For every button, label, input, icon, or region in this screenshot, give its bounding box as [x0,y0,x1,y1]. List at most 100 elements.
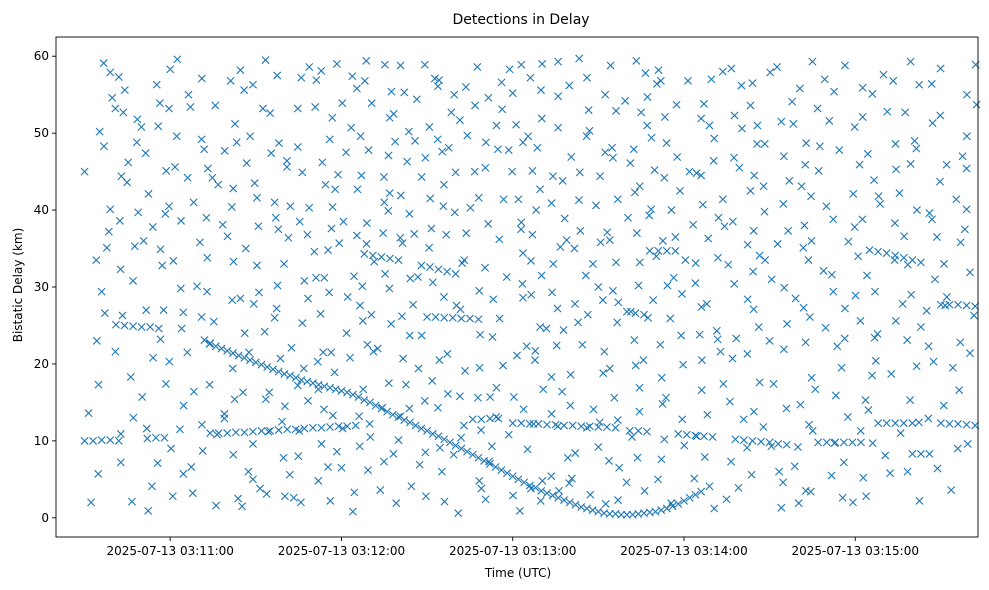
data-point [697,114,706,123]
data-point [111,104,120,113]
data-point [188,489,197,498]
data-point [394,413,403,421]
data-point [380,60,389,69]
data-point [722,495,731,504]
data-point [542,489,551,498]
data-point [759,423,768,431]
data-point [775,467,784,476]
data-point [208,173,217,182]
data-point [689,220,698,229]
data-point [663,281,672,290]
data-point [508,472,517,481]
data-point [692,169,701,178]
data-point [166,65,175,74]
data-point [754,323,763,331]
data-point [142,306,151,315]
data-point [389,449,398,458]
data-point [313,357,322,366]
data-point [644,313,653,322]
data-point [925,209,934,218]
data-point [462,229,471,238]
data-point [405,404,414,413]
data-point [536,323,545,331]
data-point [94,469,103,478]
data-point [571,449,580,458]
data-point [228,349,237,358]
data-point [612,106,621,115]
data-point [755,378,764,387]
data-point [554,123,563,132]
data-point [388,410,397,419]
data-point [639,356,648,365]
data-point [873,329,882,338]
data-point [615,463,624,472]
data-point [601,90,610,99]
data-point [448,313,457,322]
y-tick-label: 60 [34,49,49,63]
data-point [179,308,188,317]
data-point [848,498,857,507]
data-point [637,108,646,117]
data-point [497,466,506,475]
data-point [966,349,974,358]
data-point [882,419,891,428]
data-point [827,270,836,279]
data-point [948,363,957,372]
data-point [660,435,669,444]
data-point [417,331,426,340]
data-point [115,216,124,225]
chart-title: Detections in Delay [452,12,589,28]
data-point [813,104,822,113]
data-point [156,245,165,254]
data-point [802,139,811,148]
data-point [337,386,346,395]
data-point [242,159,251,168]
data-point [120,86,129,95]
data-point [223,429,232,438]
data-point [554,57,563,66]
data-point [489,295,498,304]
data-point [960,225,969,234]
data-point [223,232,232,241]
data-point [760,207,769,216]
data-point [594,283,603,291]
data-point [273,71,282,80]
data-point [504,430,513,439]
data-point [434,265,443,274]
data-point [248,427,257,436]
data-point [713,253,722,262]
data-point [274,139,283,148]
data-point [381,269,390,278]
data-point [608,143,617,152]
data-point [691,490,700,499]
data-point [724,260,733,269]
data-point [690,474,699,483]
data-point [662,139,671,148]
data-point [377,253,386,261]
data-point [195,238,204,247]
data-point [97,287,106,296]
data-point [141,149,150,158]
data-point [173,55,182,64]
data-point [643,93,652,101]
data-point [871,356,880,365]
data-point [518,279,527,288]
data-point [459,421,468,430]
data-point [558,387,567,396]
data-point [719,379,728,388]
data-point [667,206,676,215]
data-point [373,344,382,353]
data-point [401,380,410,389]
data-point [662,393,670,402]
data-point [358,282,367,291]
data-point [481,138,490,147]
data-point [443,349,452,358]
data-point [583,310,592,319]
data-point [631,309,640,318]
data-point [450,90,459,99]
data-point [106,68,115,77]
data-point [391,137,400,146]
data-point [868,439,877,448]
data-point [962,132,971,141]
